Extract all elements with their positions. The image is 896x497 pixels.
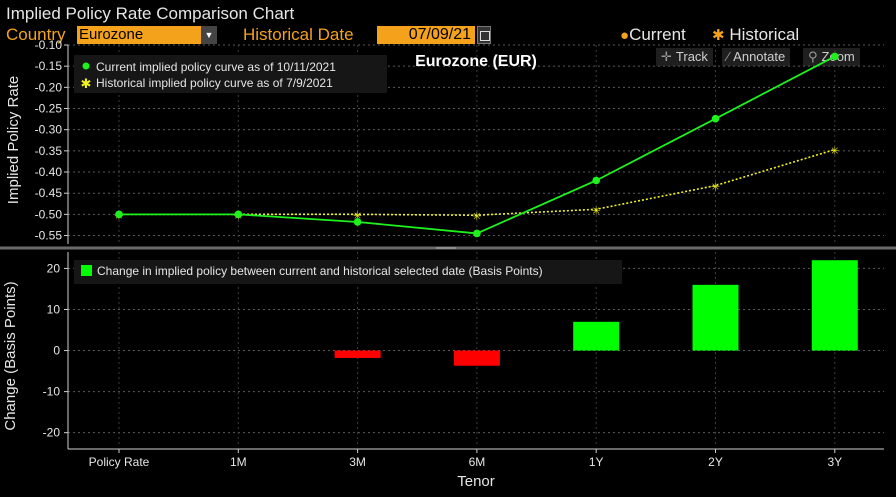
- change-bar-3y: [811, 260, 858, 351]
- historical-point: ✳: [114, 210, 123, 222]
- bottom-y-tick-label: 0: [53, 344, 60, 358]
- magnifier-icon: ⚲: [808, 49, 818, 64]
- annotate-button[interactable]: ∕ Annotate: [722, 48, 791, 66]
- top-y-axis: -0.10-0.15-0.20-0.25-0.30-0.35-0.40-0.45…: [35, 38, 69, 244]
- change-bar-1y: [573, 321, 620, 351]
- bottom-y-tick-label: -20: [43, 426, 61, 440]
- change-bars: [334, 260, 858, 366]
- historical-date-label: Historical Date: [243, 25, 354, 44]
- bottom-legend: Change in implied policy between current…: [74, 260, 622, 284]
- bottom-y-tick-label: 10: [47, 302, 61, 316]
- legend-historical-label: Historical: [729, 25, 800, 44]
- legend-historical[interactable]: ✱ Historical: [712, 25, 800, 44]
- top-y-tick-label: -0.30: [35, 123, 63, 137]
- current-point: [592, 176, 600, 185]
- historical-date-input[interactable]: 07/09/21: [377, 26, 475, 44]
- historical-point: ✳: [711, 182, 720, 194]
- legend-historical-marker: ✱: [81, 76, 92, 91]
- chevron-down-icon[interactable]: ▼: [201, 26, 217, 44]
- historical-point: ✳: [472, 211, 481, 223]
- top-y-axis-label: Implied Policy Rate: [5, 76, 22, 204]
- legend-current-label: Current: [629, 25, 686, 44]
- chart-window-title: Implied Policy Rate Comparison Chart: [6, 4, 295, 23]
- top-y-tick-label: -0.25: [35, 102, 63, 116]
- change-bar-3m: [334, 350, 381, 358]
- x-tick-label: Policy Rate: [89, 455, 150, 469]
- historical-curve-line: [119, 148, 836, 217]
- bottom-gridlines: [68, 252, 884, 445]
- panel-title: Eurozone (EUR): [415, 53, 537, 70]
- change-bar-2y: [692, 284, 739, 351]
- top-y-tick-label: -0.15: [35, 59, 63, 73]
- country-label: Country: [6, 25, 66, 44]
- legend-current-marker: [82, 62, 90, 70]
- legend-change-label: Change in implied policy between current…: [97, 264, 543, 278]
- top-gridlines: [68, 44, 884, 244]
- calendar-icon[interactable]: [477, 26, 491, 44]
- legend-historical-series-label: Historical implied policy curve as of 7/…: [96, 76, 333, 90]
- bottom-y-tick-label: -10: [43, 385, 61, 399]
- current-point: [353, 218, 362, 226]
- top-y-tick-label: -0.40: [35, 165, 63, 179]
- historical-point: ✳: [353, 210, 362, 222]
- historical-point: ✳: [234, 210, 243, 222]
- legend-current[interactable]: ●Current: [620, 25, 686, 44]
- track-label: Track: [675, 49, 708, 64]
- x-tick-label: 3M: [349, 455, 366, 469]
- x-tick-label: 3Y: [827, 455, 842, 469]
- annotate-label: Annotate: [733, 49, 786, 64]
- top-y-tick-label: -0.50: [35, 207, 63, 221]
- legend-current-series-label: Current implied policy curve as of 10/11…: [96, 60, 336, 74]
- top-legend: Current implied policy curve as of 10/11…: [74, 55, 387, 93]
- country-dropdown[interactable]: Eurozone ▼: [77, 26, 217, 44]
- x-axis-tick-labels: Policy Rate 1M 3M 6M 1Y 2Y 3Y: [89, 449, 842, 469]
- legend-change-swatch: [81, 265, 92, 276]
- top-y-tick-label: -0.20: [35, 80, 63, 94]
- country-value: Eurozone: [79, 26, 144, 43]
- top-y-tick-label: -0.35: [35, 144, 63, 158]
- track-button[interactable]: ✛ Track: [656, 48, 713, 66]
- current-point: [234, 210, 243, 219]
- historical-point: ✳: [592, 205, 601, 217]
- current-point: [115, 210, 123, 219]
- bottom-y-axis: 20 10 0 -10 -20: [43, 252, 884, 450]
- zoom-label: Zoom: [821, 49, 855, 64]
- curve-lines: ✳ ✳ ✳ ✳ ✳ ✳ ✳: [114, 52, 839, 238]
- bottom-y-tick-label: 20: [47, 261, 61, 275]
- current-point: [711, 114, 720, 123]
- change-bar-6m: [453, 350, 500, 366]
- x-tick-label: 6M: [469, 455, 486, 469]
- current-curve-line: [119, 55, 836, 235]
- x-tick-label: 1Y: [589, 455, 604, 469]
- crosshair-icon: ✛: [661, 49, 672, 64]
- pencil-icon: ∕: [727, 49, 730, 64]
- x-tick-label: 2Y: [708, 455, 723, 469]
- historical-point: ✳: [830, 146, 839, 158]
- x-axis-label: Tenor: [457, 473, 495, 490]
- x-tick-label: 1M: [230, 455, 247, 469]
- top-y-tick-label: -0.55: [35, 229, 63, 243]
- zoom-button[interactable]: ⚲ Zoom: [803, 48, 860, 66]
- top-y-tick-label: -0.45: [35, 186, 63, 200]
- bottom-y-axis-label: Change (Basis Points): [2, 281, 19, 430]
- current-point: [473, 229, 481, 238]
